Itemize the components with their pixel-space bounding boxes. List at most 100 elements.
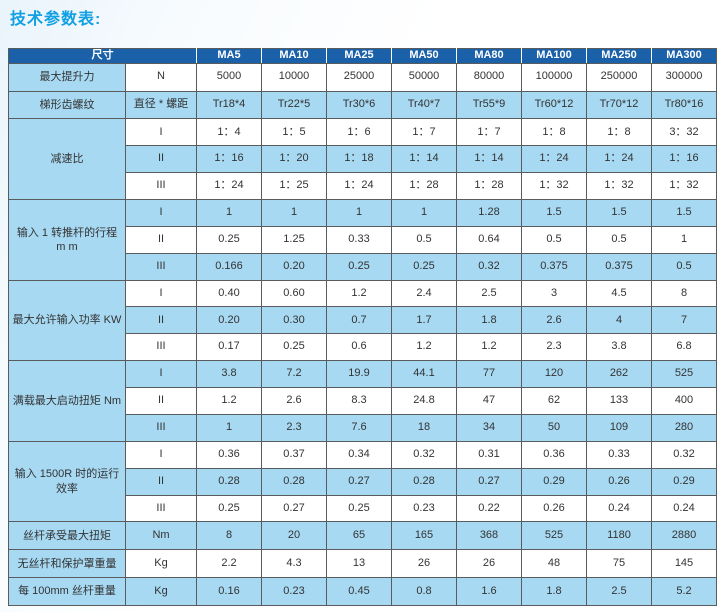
- value-cell: 0.32: [391, 440, 457, 469]
- value-cell: 5.2: [651, 577, 717, 606]
- value-cell: 1：14: [456, 145, 522, 174]
- value-cell: Tr60*12: [521, 90, 587, 120]
- value-cell: 525: [521, 521, 587, 551]
- value-cell: 0.64: [456, 225, 522, 254]
- group-label-cell: 输入 1500R 时的运行 效率: [8, 440, 126, 523]
- value-cell: 5000: [196, 62, 262, 92]
- value-cell: 0.36: [521, 440, 587, 469]
- value-cell: 1.28: [456, 199, 522, 227]
- value-cell: 75: [586, 549, 652, 579]
- value-cell: 0.40: [196, 279, 262, 308]
- spec-row: 无丝杆和保护罩重量 Kg 2.2 4.3 13 26 26 48 75 145: [8, 549, 717, 579]
- value-cell: 0.60: [261, 279, 327, 308]
- value-cell: 1.5: [586, 199, 652, 227]
- value-cell: 44.1: [391, 360, 457, 389]
- value-cell: 3: [521, 279, 587, 308]
- value-cell: 1：7: [391, 118, 457, 147]
- value-cell: 34: [456, 413, 522, 442]
- model-header-ma300: MA300: [651, 48, 717, 64]
- value-cell: 0.26: [521, 494, 587, 523]
- value-cell: 50: [521, 413, 587, 442]
- value-cell: 8.3: [326, 387, 392, 415]
- group-label-cell: 满载最大启动扭矩 Nm: [8, 360, 126, 442]
- value-cell: 0.34: [326, 440, 392, 469]
- value-cell: 1：24: [521, 145, 587, 174]
- value-cell: Tr80*16: [651, 90, 717, 120]
- value-cell: 0.6: [326, 333, 392, 362]
- value-cell: 1：25: [261, 172, 327, 201]
- unit-cell: I: [125, 279, 197, 308]
- value-cell: 4.5: [586, 279, 652, 308]
- group-label-cell: 无丝杆和保护罩重量: [8, 549, 126, 579]
- value-cell: 400: [651, 387, 717, 415]
- value-cell: 13: [326, 549, 392, 579]
- value-cell: 0.28: [391, 467, 457, 496]
- model-header-ma5: MA5: [196, 48, 262, 64]
- value-cell: 1: [651, 225, 717, 254]
- value-cell: 0.5: [521, 225, 587, 254]
- unit-cell: III: [125, 494, 197, 523]
- value-cell: 1.2: [196, 387, 262, 415]
- unit-cell: I: [125, 118, 197, 147]
- model-header-ma50: MA50: [391, 48, 457, 64]
- value-cell: 0.25: [196, 494, 262, 523]
- spec-row: 每 100mm 丝杆重量 Kg 0.16 0.23 0.45 0.8 1.6 1.8 2.5 5.…: [8, 577, 717, 606]
- value-cell: 1：32: [651, 172, 717, 201]
- spec-row: II 0.25 1.25 0.33 0.5 0.64 0.5 0.5 1: [9, 225, 717, 254]
- value-cell: 4.3: [261, 549, 327, 579]
- value-cell: 6.8: [651, 333, 717, 362]
- value-cell: 1：18: [326, 145, 392, 174]
- unit-cell: 直径 * 螺距: [125, 90, 197, 120]
- value-cell: 7.6: [326, 413, 392, 442]
- spec-row: II 1.2 2.6 8.3 24.8 47 62 133 400: [9, 387, 717, 415]
- spec-row: III 1 2.3 7.6 18 34 50 109 280: [9, 413, 717, 442]
- value-cell: 1：14: [391, 145, 457, 174]
- page-title: 技术参数表:: [10, 11, 102, 28]
- header-row: 尺寸 MA5 MA10 MA25 MA50 MA80 MA100 MA250 MA300: [8, 48, 717, 64]
- value-cell: 1：8: [586, 118, 652, 147]
- value-cell: 0.45: [326, 577, 392, 606]
- unit-cell: Nm: [125, 521, 197, 551]
- value-cell: 1.2: [456, 333, 522, 362]
- value-cell: 80000: [456, 62, 522, 92]
- value-cell: 1：7: [456, 118, 522, 147]
- spec-row: III 0.25 0.27 0.25 0.23 0.22 0.26 0.24 0.24: [9, 494, 717, 523]
- spec-row: II 0.20 0.30 0.7 1.7 1.8 2.6 4 7: [9, 306, 717, 335]
- value-cell: 0.22: [456, 494, 522, 523]
- value-cell: 1: [261, 199, 327, 227]
- value-cell: 1：20: [261, 145, 327, 174]
- value-cell: 1：28: [391, 172, 457, 201]
- value-cell: 133: [586, 387, 652, 415]
- value-cell: 0.25: [196, 225, 262, 254]
- value-cell: 1.8: [521, 577, 587, 606]
- value-cell: 1: [196, 199, 262, 227]
- value-cell: 8: [651, 279, 717, 308]
- unit-cell: Kg: [125, 577, 197, 606]
- value-cell: 0.166: [196, 252, 262, 281]
- value-cell: 0.27: [456, 467, 522, 496]
- value-cell: 0.36: [196, 440, 262, 469]
- spec-row: III 0.17 0.25 0.6 1.2 1.2 2.3 3.8 6.8: [9, 333, 717, 362]
- value-cell: 1：32: [586, 172, 652, 201]
- value-cell: 62: [521, 387, 587, 415]
- value-cell: 2.3: [261, 413, 327, 442]
- unit-cell: I: [125, 440, 197, 469]
- value-cell: 1：32: [521, 172, 587, 201]
- value-cell: Tr18*4: [196, 90, 262, 120]
- value-cell: 1：8: [521, 118, 587, 147]
- value-cell: 1：28: [456, 172, 522, 201]
- spec-row: 丝杆承受最大扭矩 Nm 8 20 65 165 368 525 1180 2880: [8, 521, 717, 551]
- value-cell: 0.32: [651, 440, 717, 469]
- value-cell: 1：4: [196, 118, 262, 147]
- value-cell: 1：24: [196, 172, 262, 201]
- value-cell: 26: [391, 549, 457, 579]
- value-cell: 2.5: [586, 577, 652, 606]
- unit-cell: III: [125, 252, 197, 281]
- value-cell: 1：24: [326, 172, 392, 201]
- value-cell: 0.29: [651, 467, 717, 496]
- unit-cell: N: [125, 62, 197, 92]
- value-cell: 3：32: [651, 118, 717, 147]
- value-cell: 18: [391, 413, 457, 442]
- value-cell: Tr40*7: [391, 90, 457, 120]
